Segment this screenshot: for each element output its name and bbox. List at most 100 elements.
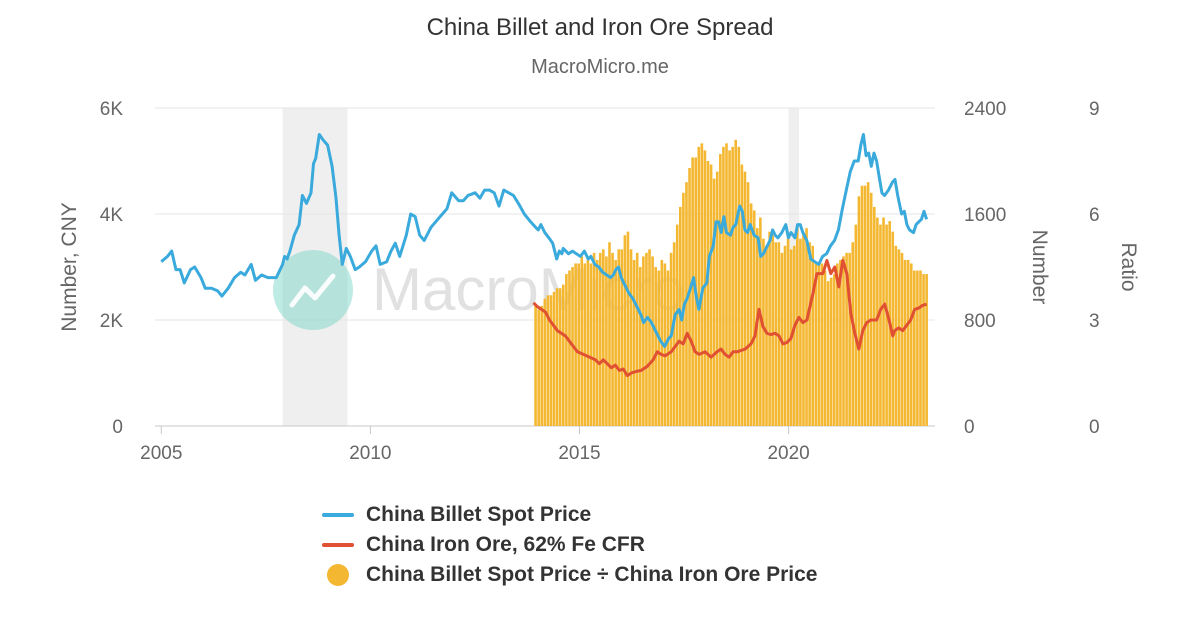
ratio-bar: [617, 249, 621, 426]
legend-billet-line-icon: [322, 513, 354, 517]
ratio-bar: [715, 171, 719, 426]
y-tick-label-left: 4K: [100, 205, 124, 226]
ratio-bar: [737, 146, 741, 426]
ratio-bar: [916, 270, 919, 426]
ratio-bar: [746, 182, 750, 426]
ratio-bar: [869, 192, 873, 426]
ratio-bar: [552, 291, 556, 426]
ratio-bar: [568, 270, 571, 426]
y-tick-label-right: 1600: [964, 205, 1006, 226]
ratio-bar: [891, 231, 895, 426]
iron-ore-line: [532, 258, 928, 378]
ratio-bar: [642, 256, 645, 426]
ratio-bar: [688, 168, 691, 427]
ratio-bar: [577, 263, 580, 426]
ratio-bar: [811, 245, 815, 426]
ratio-bar: [691, 157, 694, 426]
ratio-bar: [534, 305, 537, 426]
ratio-bar: [638, 267, 642, 426]
legend-item-ratio[interactable]: China Billet Spot Price ÷ China Iron Ore…: [322, 560, 817, 590]
ratio-bar: [629, 249, 633, 426]
ratio-bar: [565, 274, 568, 426]
ratio-bar: [796, 228, 799, 426]
watermark-logo-mark: [289, 273, 336, 308]
ratio-bar: [752, 210, 756, 426]
ratio-bar: [614, 259, 617, 426]
ratio-bar: [897, 249, 901, 426]
ratio-bar: [909, 263, 913, 426]
y-tick-label-left: 0: [112, 417, 123, 438]
ratio-bar: [651, 256, 654, 426]
ratio-bar: [863, 185, 867, 426]
ratio-bar: [562, 284, 565, 426]
ratio-bar: [620, 249, 624, 426]
billet-line: [160, 133, 929, 348]
ratio-bar: [900, 252, 904, 426]
ratio-bar: [854, 224, 858, 426]
ratio-bar: [543, 298, 547, 426]
ratio-bar: [623, 235, 627, 426]
ratio-bar: [866, 182, 870, 426]
ratio-bar: [645, 252, 648, 426]
ratio-bar: [786, 238, 790, 426]
ratio-bar: [799, 238, 802, 426]
ratio-bar: [666, 270, 670, 426]
ratio-bar: [728, 150, 731, 426]
ratio-bar: [583, 263, 587, 426]
ratio-bar: [706, 161, 710, 426]
ratio-bar: [814, 263, 818, 426]
ratio-bar: [922, 274, 925, 426]
ratio-bar: [882, 217, 885, 426]
legend-item-billet[interactable]: China Billet Spot Price: [322, 500, 817, 530]
legend-item-iron-ore[interactable]: China Iron Ore, 62% Fe CFR: [322, 530, 817, 560]
ratio-bar: [743, 171, 747, 426]
ratio-bar: [626, 231, 630, 426]
legend-label-iron-ore: China Iron Ore, 62% Fe CFR: [366, 533, 645, 556]
ratio-bar: [857, 196, 861, 426]
ratio-bar: [817, 263, 821, 426]
legend: China Billet Spot Price China Iron Ore, …: [322, 500, 817, 590]
ratio-bar: [783, 245, 787, 426]
ratio-bar: [771, 235, 774, 426]
ratio-bar: [657, 270, 661, 426]
ratio-bar: [848, 252, 851, 426]
ratio-bar: [842, 256, 845, 426]
ratio-bar: [860, 185, 864, 426]
y-axis-title-left: Number, CNY: [58, 202, 81, 332]
ratio-bar: [540, 305, 544, 426]
ratio-bar: [768, 231, 771, 426]
ratio-bar: [592, 252, 596, 426]
ratio-bar: [894, 245, 898, 426]
ratio-bar: [808, 242, 811, 426]
ratio-bar: [749, 203, 753, 426]
ratio-bar: [829, 277, 833, 426]
ratio-bar: [574, 263, 577, 426]
ratio-bar: [635, 252, 639, 426]
ratio-bar: [703, 150, 707, 426]
y-tick-label-left: 2K: [100, 311, 124, 332]
ratio-bar: [608, 242, 611, 426]
ratio-bar: [580, 256, 584, 426]
ratio-bar: [823, 270, 827, 426]
y-axis-title-right: Number: [1028, 230, 1051, 305]
ratio-bar: [734, 139, 738, 427]
y-tick-label-ratio: 3: [1089, 311, 1100, 332]
ratio-bar: [885, 224, 888, 426]
ratio-bar: [611, 252, 614, 426]
y-axis-title-ratio: Ratio: [1117, 242, 1140, 291]
ratio-bar: [586, 256, 590, 426]
ratio-bar: [826, 281, 830, 426]
ratio-bar: [836, 263, 839, 426]
y-tick-label-right: 800: [964, 311, 996, 332]
ratio-bar: [919, 270, 922, 426]
y-tick-label-ratio: 6: [1089, 205, 1100, 226]
ratio-bar: [700, 143, 704, 427]
ratio-bar: [906, 259, 910, 426]
ratio-bar: [722, 146, 725, 426]
ratio-bar: [740, 164, 744, 427]
ratio-bar: [595, 259, 599, 426]
ratio-bar: [725, 143, 728, 427]
x-tick-label: 2015: [558, 443, 600, 464]
ratio-bar: [925, 274, 928, 426]
